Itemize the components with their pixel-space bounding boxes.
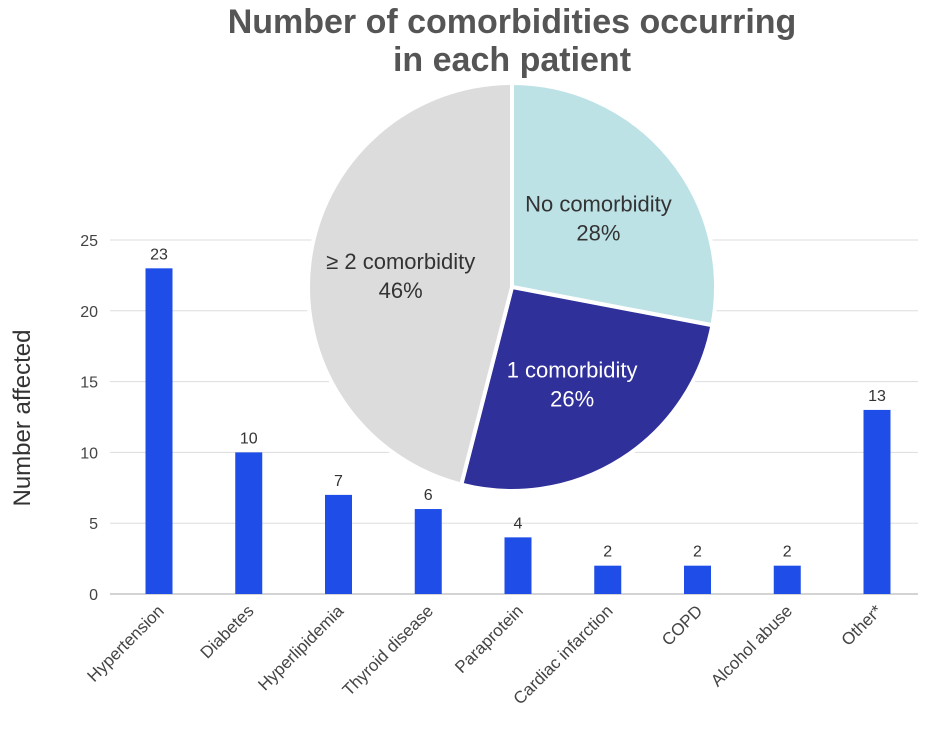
category-label: Alcohol abuse <box>707 601 796 690</box>
bar <box>145 268 173 594</box>
category-label: COPD <box>658 601 706 649</box>
bar <box>235 452 263 594</box>
bar-value-label: 4 <box>514 515 523 532</box>
bar <box>414 509 442 594</box>
category-label: Cardiac infarction <box>510 601 617 708</box>
bar <box>325 494 352 594</box>
pie-slice <box>459 285 715 493</box>
pie-title-line-1: Number of comorbidities occurring <box>228 3 797 41</box>
bar-value-label: 10 <box>240 430 258 447</box>
pie-slice <box>510 81 718 328</box>
pie-slice-label: 1 comorbidity <box>507 358 638 383</box>
category-label: Diabetes <box>197 601 258 662</box>
bar-category-labels: Hypertension DiabetesHyperlipidemiaThyroi… <box>84 601 887 708</box>
bar-value-label: 13 <box>868 388 886 405</box>
pie-slice <box>306 81 514 487</box>
bar-value-label: 2 <box>603 544 612 561</box>
category-label: Hypertension <box>84 601 168 685</box>
y-axis-label: Number affected <box>9 330 36 507</box>
pie-slice-label: ≥ 2 comorbidity <box>326 249 475 274</box>
pie-chart <box>306 81 718 493</box>
pie-slice-label: No comorbidity <box>525 191 672 216</box>
bar-value-label: 2 <box>693 544 702 561</box>
bar-value-label: 2 <box>783 544 792 561</box>
pie-title-line-2: in each patient <box>393 41 631 79</box>
pie-slice-percent: 28% <box>576 220 620 245</box>
bar-chart-y-ticks: 0 5 10 15 20 25 <box>80 233 98 604</box>
bar-value-labels: 23 10 7 6 4 2 2 2 13 <box>150 246 886 560</box>
y-tick-label: 15 <box>80 375 98 392</box>
bar <box>684 565 711 594</box>
bar-value-label: 7 <box>334 473 343 490</box>
y-tick-label: 5 <box>89 516 98 533</box>
category-label: Paraprotein <box>451 601 527 677</box>
bar-value-label: 6 <box>424 487 433 504</box>
bar <box>773 565 801 594</box>
pie-slice-percent: 26% <box>550 387 594 412</box>
pie-slice-percent: 46% <box>379 278 423 303</box>
bar-value-label: 23 <box>150 246 168 263</box>
y-tick-label: 20 <box>80 304 98 321</box>
bar-chart-bars <box>145 268 891 594</box>
bar <box>863 409 891 594</box>
y-tick-label: 0 <box>89 587 98 604</box>
y-tick-label: 10 <box>80 445 98 462</box>
category-label: Hyperlipidemia <box>254 601 347 694</box>
category-label: Thyroid disease <box>339 601 437 699</box>
y-tick-label: 25 <box>80 233 98 250</box>
category-label: Other* <box>838 601 886 649</box>
bar <box>594 565 622 594</box>
pie-slice-labels: No comorbidity 28% 1 comorbidity 26% ≥ 2 com… <box>326 191 672 411</box>
bar <box>504 537 532 594</box>
